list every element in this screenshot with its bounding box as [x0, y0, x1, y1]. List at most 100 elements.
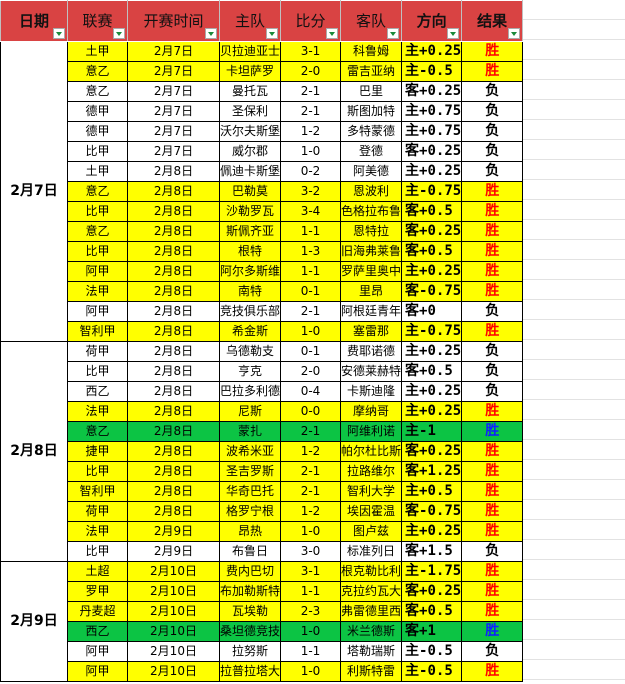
home-cell[interactable]: 阿尔多斯维 — [218, 261, 282, 282]
score-cell[interactable]: 1-2 — [280, 441, 342, 462]
result-cell[interactable]: 负 — [461, 101, 524, 122]
direction-cell[interactable]: 主-1.75 — [401, 561, 463, 582]
home-cell[interactable]: 亨克 — [218, 361, 282, 382]
filter-dropdown-icon[interactable] — [266, 28, 279, 39]
score-cell[interactable]: 3-2 — [280, 181, 342, 202]
result-cell[interactable]: 胜 — [461, 401, 524, 422]
away-cell[interactable]: 雷吉亚纳 — [340, 61, 403, 82]
league-cell[interactable]: 土甲 — [67, 161, 128, 182]
home-cell[interactable]: 斯佩齐亚 — [218, 221, 282, 242]
result-cell[interactable]: 负 — [461, 341, 524, 362]
away-cell[interactable]: 图卢兹 — [340, 521, 403, 542]
league-cell[interactable]: 土甲 — [67, 41, 128, 62]
direction-cell[interactable]: 主-0.75 — [401, 181, 463, 202]
score-cell[interactable]: 2-3 — [280, 601, 342, 622]
direction-cell[interactable]: 客+0.25 — [401, 141, 463, 162]
league-cell[interactable]: 智利甲 — [67, 321, 128, 342]
away-cell[interactable]: 斯图加特 — [340, 101, 403, 122]
home-cell[interactable]: 根特 — [218, 241, 282, 262]
away-cell[interactable]: 恩特拉 — [340, 221, 403, 242]
home-cell[interactable]: 贝拉迪亚士 — [218, 41, 282, 62]
away-cell[interactable]: 塞雷那 — [340, 321, 403, 342]
score-cell[interactable]: 1-1 — [280, 261, 342, 282]
result-cell[interactable]: 负 — [461, 301, 524, 322]
result-cell[interactable]: 负 — [461, 141, 524, 162]
score-cell[interactable]: 3-0 — [280, 541, 342, 562]
home-cell[interactable]: 圣保利 — [218, 101, 282, 122]
kickoff-cell[interactable]: 2月8日 — [127, 361, 220, 382]
date-cell[interactable]: 2月8日 — [0, 341, 68, 562]
kickoff-cell[interactable]: 2月8日 — [127, 221, 220, 242]
home-cell[interactable]: 布鲁日 — [218, 541, 282, 562]
away-cell[interactable]: 利斯特雷 — [340, 661, 403, 682]
league-cell[interactable]: 西乙 — [67, 621, 128, 642]
filter-dropdown-icon[interactable] — [508, 28, 521, 39]
league-cell[interactable]: 捷甲 — [67, 441, 128, 462]
kickoff-cell[interactable]: 2月8日 — [127, 381, 220, 402]
direction-cell[interactable]: 客+0.25 — [401, 81, 463, 102]
league-cell[interactable]: 阿甲 — [67, 661, 128, 682]
away-cell[interactable]: 旧海弗莱鲁 — [340, 241, 403, 262]
league-cell[interactable]: 荷甲 — [67, 341, 128, 362]
kickoff-cell[interactable]: 2月7日 — [127, 81, 220, 102]
kickoff-cell[interactable]: 2月10日 — [127, 641, 220, 662]
direction-cell[interactable]: 客-0.75 — [401, 501, 463, 522]
score-cell[interactable]: 1-3 — [280, 241, 342, 262]
direction-cell[interactable]: 主-1 — [401, 421, 463, 442]
filter-dropdown-icon[interactable] — [205, 28, 217, 39]
away-cell[interactable]: 拉路维尔 — [340, 461, 403, 482]
result-cell[interactable]: 胜 — [461, 441, 524, 462]
result-cell[interactable]: 负 — [461, 361, 524, 382]
league-cell[interactable]: 比甲 — [67, 541, 128, 562]
league-cell[interactable]: 意乙 — [67, 81, 128, 102]
score-cell[interactable]: 1-0 — [280, 141, 342, 162]
result-cell[interactable]: 胜 — [461, 561, 524, 582]
score-cell[interactable]: 1-2 — [280, 501, 342, 522]
kickoff-cell[interactable]: 2月8日 — [127, 261, 220, 282]
away-cell[interactable]: 塔勒瑞斯 — [340, 641, 403, 662]
home-cell[interactable]: 圣吉罗斯 — [218, 461, 282, 482]
away-cell[interactable]: 多特蒙德 — [340, 121, 403, 142]
league-cell[interactable]: 西乙 — [67, 381, 128, 402]
league-cell[interactable]: 罗甲 — [67, 581, 128, 602]
kickoff-cell[interactable]: 2月7日 — [127, 61, 220, 82]
kickoff-cell[interactable]: 2月8日 — [127, 341, 220, 362]
direction-cell[interactable]: 主+0.25 — [401, 381, 463, 402]
result-cell[interactable]: 胜 — [461, 461, 524, 482]
home-cell[interactable]: 费内巴切 — [218, 561, 282, 582]
kickoff-cell[interactable]: 2月10日 — [127, 601, 220, 622]
score-cell[interactable]: 0-4 — [280, 381, 342, 402]
direction-cell[interactable]: 客+0.5 — [401, 601, 463, 622]
kickoff-cell[interactable]: 2月7日 — [127, 141, 220, 162]
away-cell[interactable]: 阿美德 — [340, 161, 403, 182]
score-cell[interactable]: 1-0 — [280, 321, 342, 342]
score-cell[interactable]: 2-1 — [280, 101, 342, 122]
home-cell[interactable]: 威尔郡 — [218, 141, 282, 162]
home-cell[interactable]: 拉普拉塔大 — [218, 661, 282, 682]
league-cell[interactable]: 意乙 — [67, 181, 128, 202]
result-cell[interactable]: 负 — [461, 121, 524, 142]
result-cell[interactable]: 胜 — [461, 181, 524, 202]
away-cell[interactable]: 阿根廷青年 — [340, 301, 403, 322]
home-cell[interactable]: 沃尔夫斯堡 — [218, 121, 282, 142]
direction-cell[interactable]: 客+1 — [401, 621, 463, 642]
kickoff-cell[interactable]: 2月10日 — [127, 621, 220, 642]
league-cell[interactable]: 阿甲 — [67, 641, 128, 662]
result-cell[interactable]: 胜 — [461, 261, 524, 282]
away-cell[interactable]: 帕尔杜比斯 — [340, 441, 403, 462]
result-cell[interactable]: 胜 — [461, 661, 524, 682]
direction-cell[interactable]: 客+0.25 — [401, 441, 463, 462]
kickoff-cell[interactable]: 2月8日 — [127, 181, 220, 202]
kickoff-cell[interactable]: 2月8日 — [127, 201, 220, 222]
score-cell[interactable]: 0-0 — [280, 401, 342, 422]
kickoff-cell[interactable]: 2月8日 — [127, 481, 220, 502]
away-cell[interactable]: 智利大学 — [340, 481, 403, 502]
score-cell[interactable]: 1-2 — [280, 121, 342, 142]
kickoff-cell[interactable]: 2月8日 — [127, 461, 220, 482]
filter-dropdown-icon[interactable] — [387, 28, 400, 39]
score-cell[interactable]: 3-1 — [280, 41, 342, 62]
away-cell[interactable]: 克拉约瓦大 — [340, 581, 403, 602]
league-cell[interactable]: 比甲 — [67, 201, 128, 222]
home-cell[interactable]: 曼托瓦 — [218, 81, 282, 102]
score-cell[interactable]: 3-1 — [280, 561, 342, 582]
